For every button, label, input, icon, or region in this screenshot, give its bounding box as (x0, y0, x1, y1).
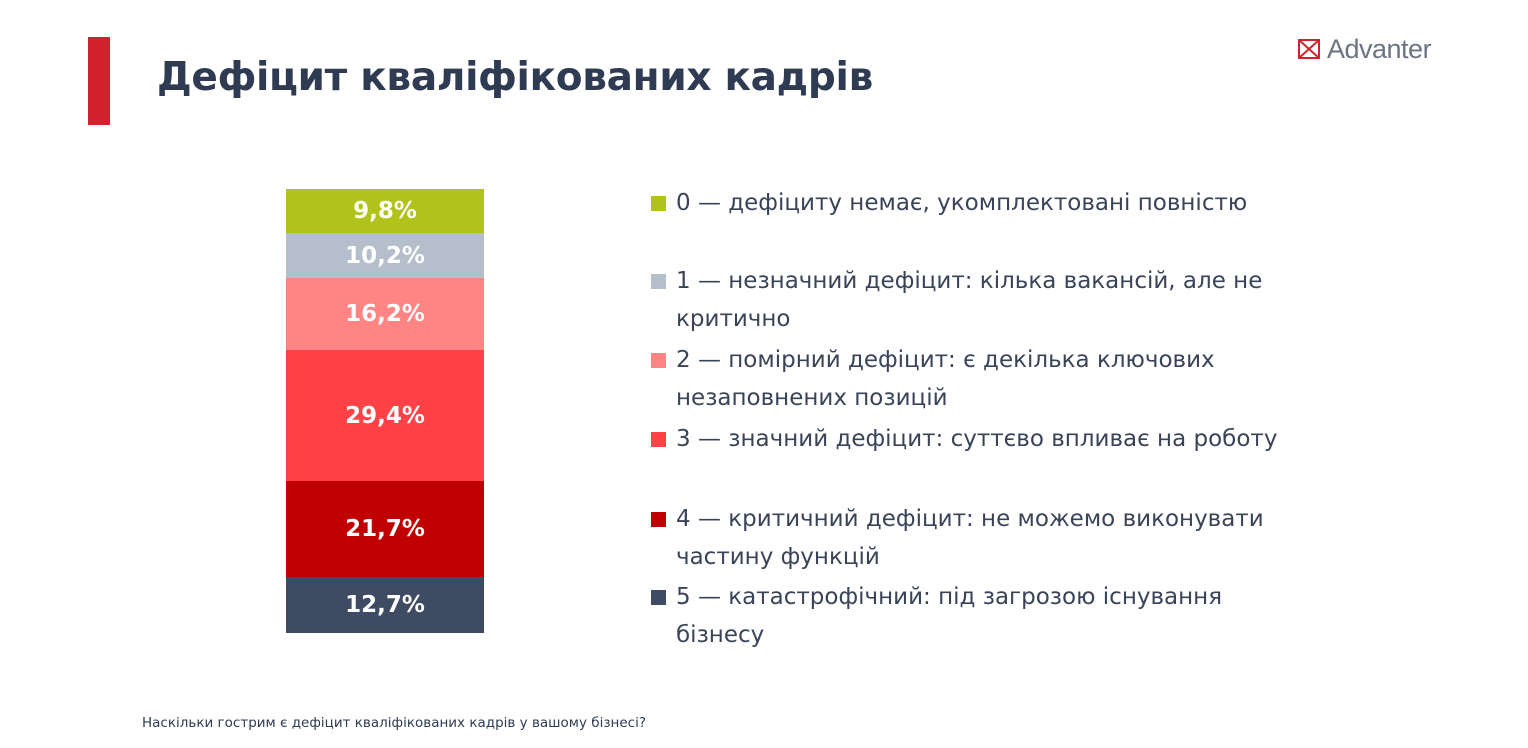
envelope-x-logo-icon (1298, 39, 1320, 59)
legend-swatch (651, 196, 666, 211)
legend-item: 3 — значний дефіцит: суттєво впливає на … (651, 420, 1291, 458)
bar-segment-4: 21,7% (286, 481, 484, 577)
data-label: 16,2% (345, 301, 425, 327)
bar-segment-1: 10,2% (286, 233, 484, 278)
legend-swatch (651, 274, 666, 289)
legend-label: 4 — критичний дефіцит: не можемо виконув… (676, 506, 1264, 570)
title-accent-bar (88, 37, 110, 125)
data-label: 10,2% (345, 242, 425, 269)
legend-label: 2 — помірний дефіцит: є декілька ключови… (676, 347, 1215, 411)
data-label: 9,8% (353, 198, 417, 224)
legend-label: 0 — дефіциту немає, укомплектовані повні… (676, 190, 1248, 216)
legend-swatch (651, 353, 666, 368)
legend-swatch (651, 590, 666, 605)
bar-segment-3: 29,4% (286, 350, 484, 481)
legend-swatch (651, 512, 666, 527)
legend-item: 5 — катастрофічний: під загрозою існуван… (651, 578, 1291, 654)
legend-item: 4 — критичний дефіцит: не можемо виконув… (651, 500, 1291, 576)
legend-label: 5 — катастрофічний: під загрозою існуван… (676, 584, 1223, 648)
data-label: 29,4% (345, 402, 425, 429)
legend-item: 0 — дефіциту немає, укомплектовані повні… (651, 184, 1291, 222)
legend-item: 2 — помірний дефіцит: є декілька ключови… (651, 341, 1291, 417)
legend-label: 3 — значний дефіцит: суттєво впливає на … (676, 426, 1278, 452)
legend-swatch (651, 432, 666, 447)
page-title: Дефіцит кваліфікованих кадрів (157, 55, 873, 100)
stacked-bar-chart: 12,7% 21,7% 29,4% 16,2% 10,2% 9,8% (286, 189, 484, 633)
legend-item: 1 — незначний дефіцит: кілька вакансій, … (651, 262, 1291, 338)
legend-label: 1 — незначний дефіцит: кілька вакансій, … (676, 268, 1263, 332)
survey-question: Наскільки гострим є дефіцит кваліфікован… (142, 715, 646, 731)
data-label: 12,7% (345, 592, 425, 618)
bar-segment-0: 9,8% (286, 189, 484, 233)
brand-name: Advanter (1327, 33, 1432, 64)
bar-segment-2: 16,2% (286, 278, 484, 350)
brand-logo: Advanter (1297, 33, 1432, 65)
data-label: 21,7% (345, 516, 425, 542)
bar-segment-5: 12,7% (286, 577, 484, 633)
